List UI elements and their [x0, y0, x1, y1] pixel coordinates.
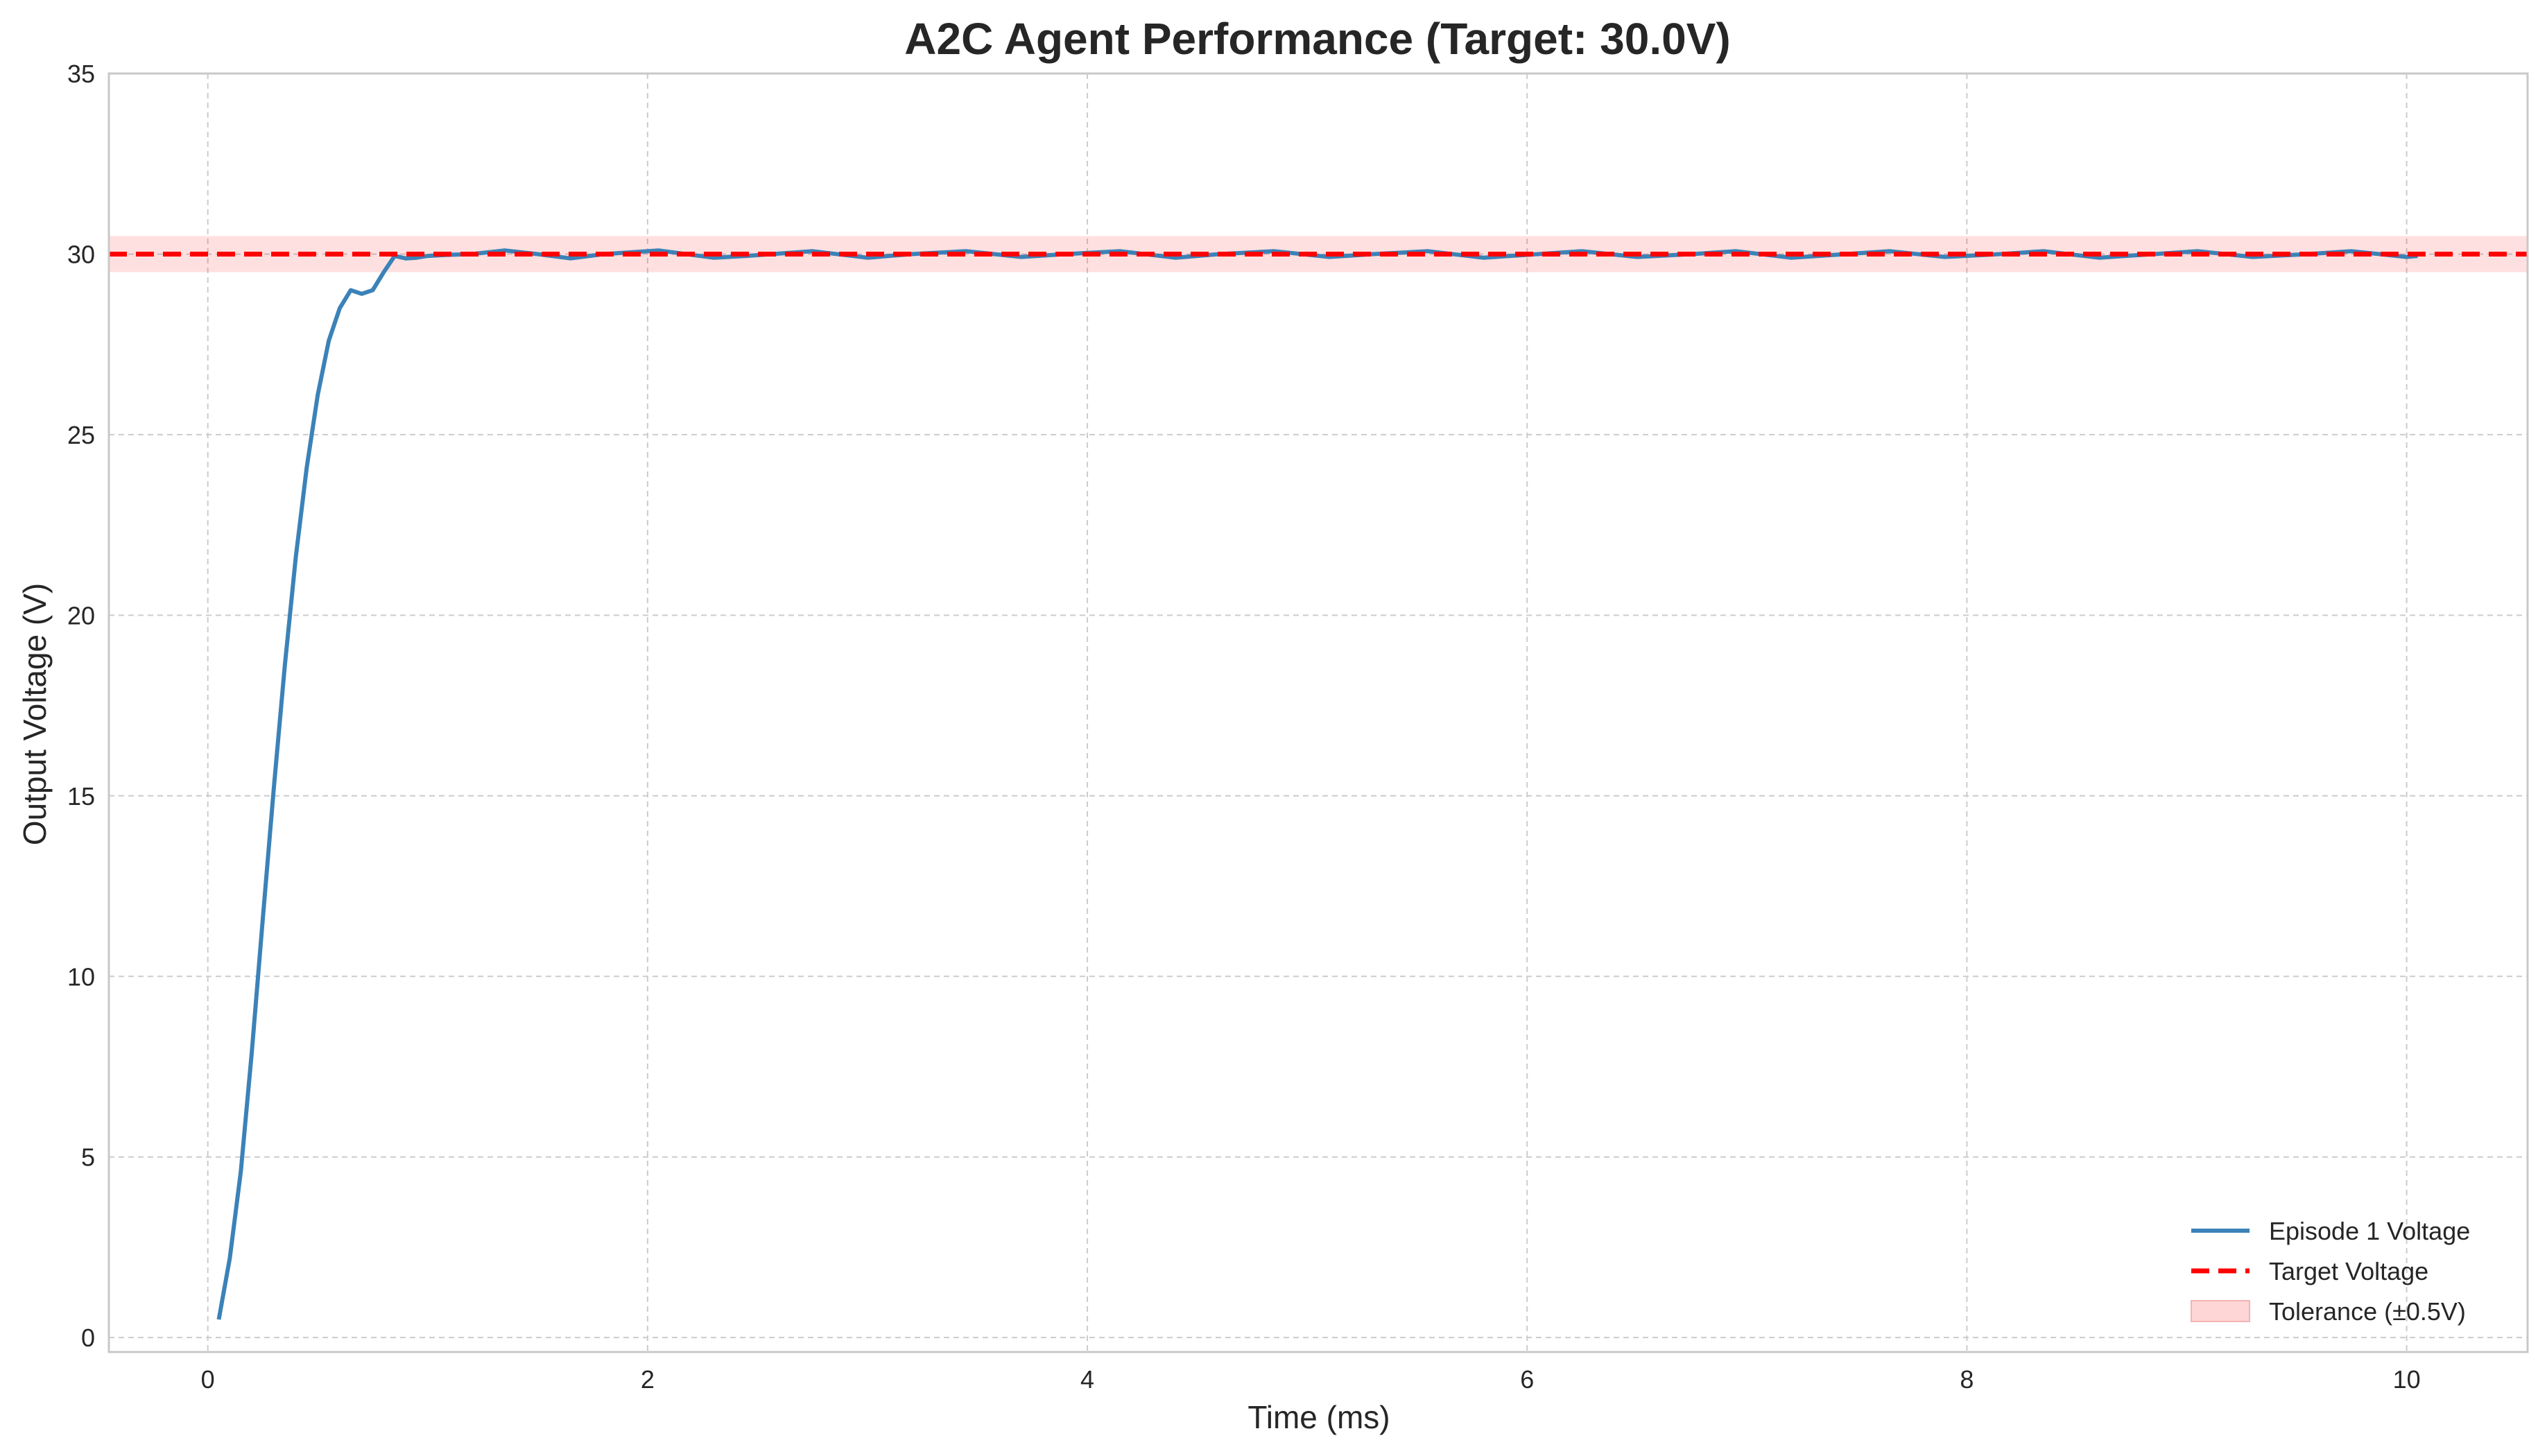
legend-label: Tolerance (±0.5V) [2269, 1297, 2466, 1326]
y-tick-label: 25 [67, 421, 95, 449]
x-tick-label: 8 [1960, 1365, 1974, 1394]
legend: Episode 1 Voltage Target Voltage Tolerance… [2191, 1217, 2470, 1326]
x-tick-label: 10 [2393, 1365, 2421, 1394]
y-tick-label: 5 [81, 1143, 95, 1172]
y-axis-label: Output Voltage (V) [17, 583, 53, 845]
plot-frame [107, 72, 2529, 1353]
legend-swatch-tolerance [2191, 1300, 2250, 1322]
x-tick-label: 2 [641, 1365, 655, 1394]
y-tick-label: 0 [81, 1324, 95, 1352]
y-tick-label: 30 [67, 240, 95, 268]
y-tick-label: 15 [67, 782, 95, 811]
plot-area: 0 2 4 6 8 10 0 5 10 15 20 25 30 35 Episode 1 Voltage Ta… [67, 60, 2529, 1394]
x-tick-label: 6 [1520, 1365, 1534, 1394]
y-tick-label: 20 [67, 601, 95, 630]
y-tick-label: 10 [67, 962, 95, 991]
x-tick-label: 0 [201, 1365, 215, 1394]
y-tick-label: 35 [67, 60, 95, 88]
x-tick-label: 4 [1080, 1365, 1094, 1394]
x-axis-label: Time (ms) [1247, 1399, 1390, 1435]
chart-title: A2C Agent Performance (Target: 30.0V) [904, 14, 1730, 64]
legend-label: Target Voltage [2269, 1257, 2428, 1285]
legend-label: Episode 1 Voltage [2269, 1217, 2470, 1245]
series-line-episode-1 [216, 248, 2418, 1320]
